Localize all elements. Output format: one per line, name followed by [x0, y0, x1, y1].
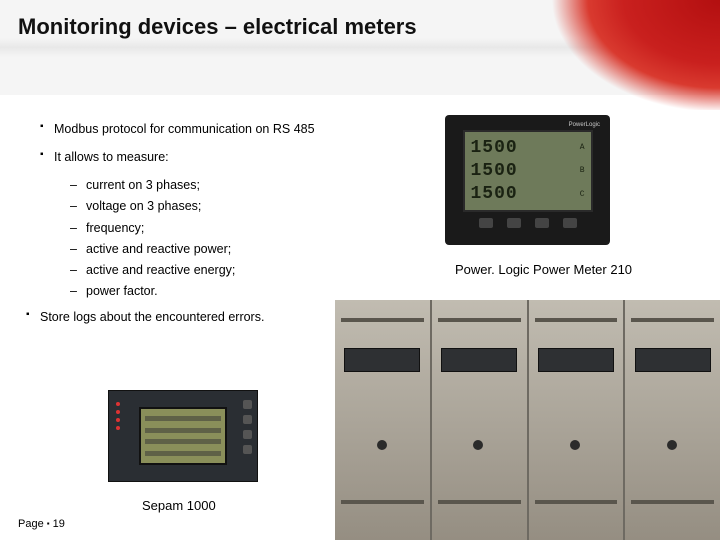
sepam-screen: [139, 407, 227, 465]
subbullet: active and reactive energy;: [70, 261, 440, 279]
lcd-value: 1500: [471, 138, 518, 158]
panel-stripe: [631, 500, 714, 504]
lcd-phase: C: [580, 190, 585, 199]
electrical-cabinet-image: [335, 300, 720, 540]
lcd-value: 1500: [471, 184, 518, 204]
meter-brand-label: PowerLogic: [451, 121, 604, 130]
cabinet-panel: [430, 300, 527, 540]
led-icon: [116, 402, 120, 406]
panel-stripe: [341, 500, 424, 504]
panel-knob-icon: [667, 440, 677, 450]
sepam-caption: Sepam 1000: [142, 498, 216, 513]
sepam-button-icon: [243, 430, 252, 439]
cabinet-panel: [623, 300, 720, 540]
panel-stripe: [438, 500, 521, 504]
sepam-leds: [116, 402, 120, 430]
footer-label: Page: [18, 518, 44, 530]
cabinet-panel: [335, 300, 430, 540]
panel-stripe: [341, 318, 424, 322]
panel-display: [635, 348, 711, 372]
meter-button-icon: [479, 218, 493, 228]
cabinet-panel: [527, 300, 624, 540]
subbullet: active and reactive power;: [70, 240, 440, 258]
led-icon: [116, 410, 120, 414]
subbullet: power factor.: [70, 282, 440, 300]
lcd-phase: B: [580, 166, 585, 175]
slide-title: Monitoring devices – electrical meters: [18, 14, 417, 40]
panel-display: [344, 348, 420, 372]
meter-button-icon: [507, 218, 521, 228]
sepam-side-buttons: [243, 400, 252, 454]
sepam-screen-line: [145, 451, 221, 456]
meter-button-icon: [563, 218, 577, 228]
led-icon: [116, 418, 120, 422]
panel-stripe: [535, 500, 618, 504]
panel-knob-icon: [473, 440, 483, 450]
sepam-button-icon: [243, 445, 252, 454]
page-footer: Page ▪ 19: [18, 518, 65, 530]
panel-display: [441, 348, 517, 372]
meter-button-icon: [535, 218, 549, 228]
page-number: 19: [53, 518, 65, 530]
panel-knob-icon: [570, 440, 580, 450]
panel-stripe: [438, 318, 521, 322]
bullet-2: It allows to measure:: [40, 148, 440, 166]
subbullet: current on 3 phases;: [70, 176, 440, 194]
meter-lcd: 1500 A 1500 B 1500 C: [463, 130, 593, 212]
meter-buttons: [479, 218, 577, 228]
power-meter-caption: Power. Logic Power Meter 210: [455, 262, 632, 277]
panel-knob-icon: [377, 440, 387, 450]
led-icon: [116, 426, 120, 430]
lcd-value: 1500: [471, 161, 518, 181]
subbullet: voltage on 3 phases;: [70, 197, 440, 215]
power-meter-image: PowerLogic 1500 A 1500 B 1500 C: [445, 115, 610, 245]
panel-display: [538, 348, 614, 372]
sepam-button-icon: [243, 415, 252, 424]
panel-stripe: [631, 318, 714, 322]
sepam-button-icon: [243, 400, 252, 409]
bullet-1: Modbus protocol for communication on RS …: [40, 120, 440, 138]
header-accent: [440, 0, 720, 110]
subbullet: frequency;: [70, 219, 440, 237]
sepam-screen-line: [145, 428, 221, 433]
footer-square-icon: ▪: [47, 519, 50, 528]
sepam-image: [108, 390, 258, 482]
sepam-screen-line: [145, 439, 221, 444]
panel-stripe: [535, 318, 618, 322]
sepam-screen-line: [145, 416, 221, 421]
lcd-phase: A: [580, 143, 585, 152]
